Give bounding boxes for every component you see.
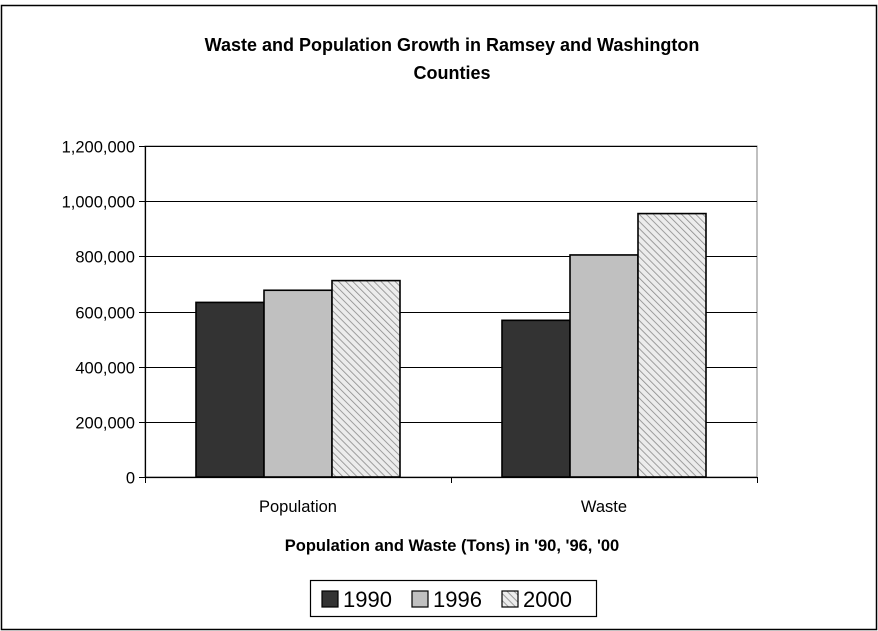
y-tick-label: 200,000 [75, 415, 135, 433]
legend-swatch-2000 [501, 590, 519, 608]
y-tick-labels: 0 200,000 400,000 600,000 800,000 1,000,000 1,… [62, 139, 135, 488]
legend-box [309, 579, 598, 618]
legend-label-1996: 1996 [433, 587, 482, 612]
y-tick-label: 400,000 [75, 360, 135, 378]
legend-label-1990: 1990 [343, 587, 392, 612]
axes [139, 146, 758, 483]
bar-2000-population [331, 279, 401, 478]
y-tick-label: 1,000,000 [62, 194, 135, 212]
bar-1996-waste [569, 254, 639, 478]
chart-title-line-2: Counties [413, 63, 490, 83]
y-tick-label: 1,200,000 [62, 139, 135, 157]
chart-title-line-1: Waste and Population Growth in Ramsey an… [205, 35, 700, 55]
bar-2000-waste [637, 212, 707, 478]
x-tick-label: Population [259, 498, 337, 516]
y-tick-label: 800,000 [75, 249, 135, 267]
x-tick-label: Waste [581, 498, 627, 516]
legend-label-2000: 2000 [523, 587, 572, 612]
legend: 1990 1996 2000 [321, 587, 572, 612]
x-tick-labels: Population Waste [259, 498, 627, 516]
bars [195, 212, 707, 478]
bar-1990-waste [501, 319, 571, 478]
bar-1990-population [195, 301, 265, 478]
y-tick-label: 600,000 [75, 305, 135, 323]
legend-swatch-1996 [411, 590, 429, 608]
legend-swatch-1990 [321, 590, 339, 608]
bar-1996-population [263, 289, 333, 478]
x-axis-title: Population and Waste (Tons) in '90, '96,… [285, 537, 620, 555]
y-tick-label: 0 [126, 470, 135, 488]
